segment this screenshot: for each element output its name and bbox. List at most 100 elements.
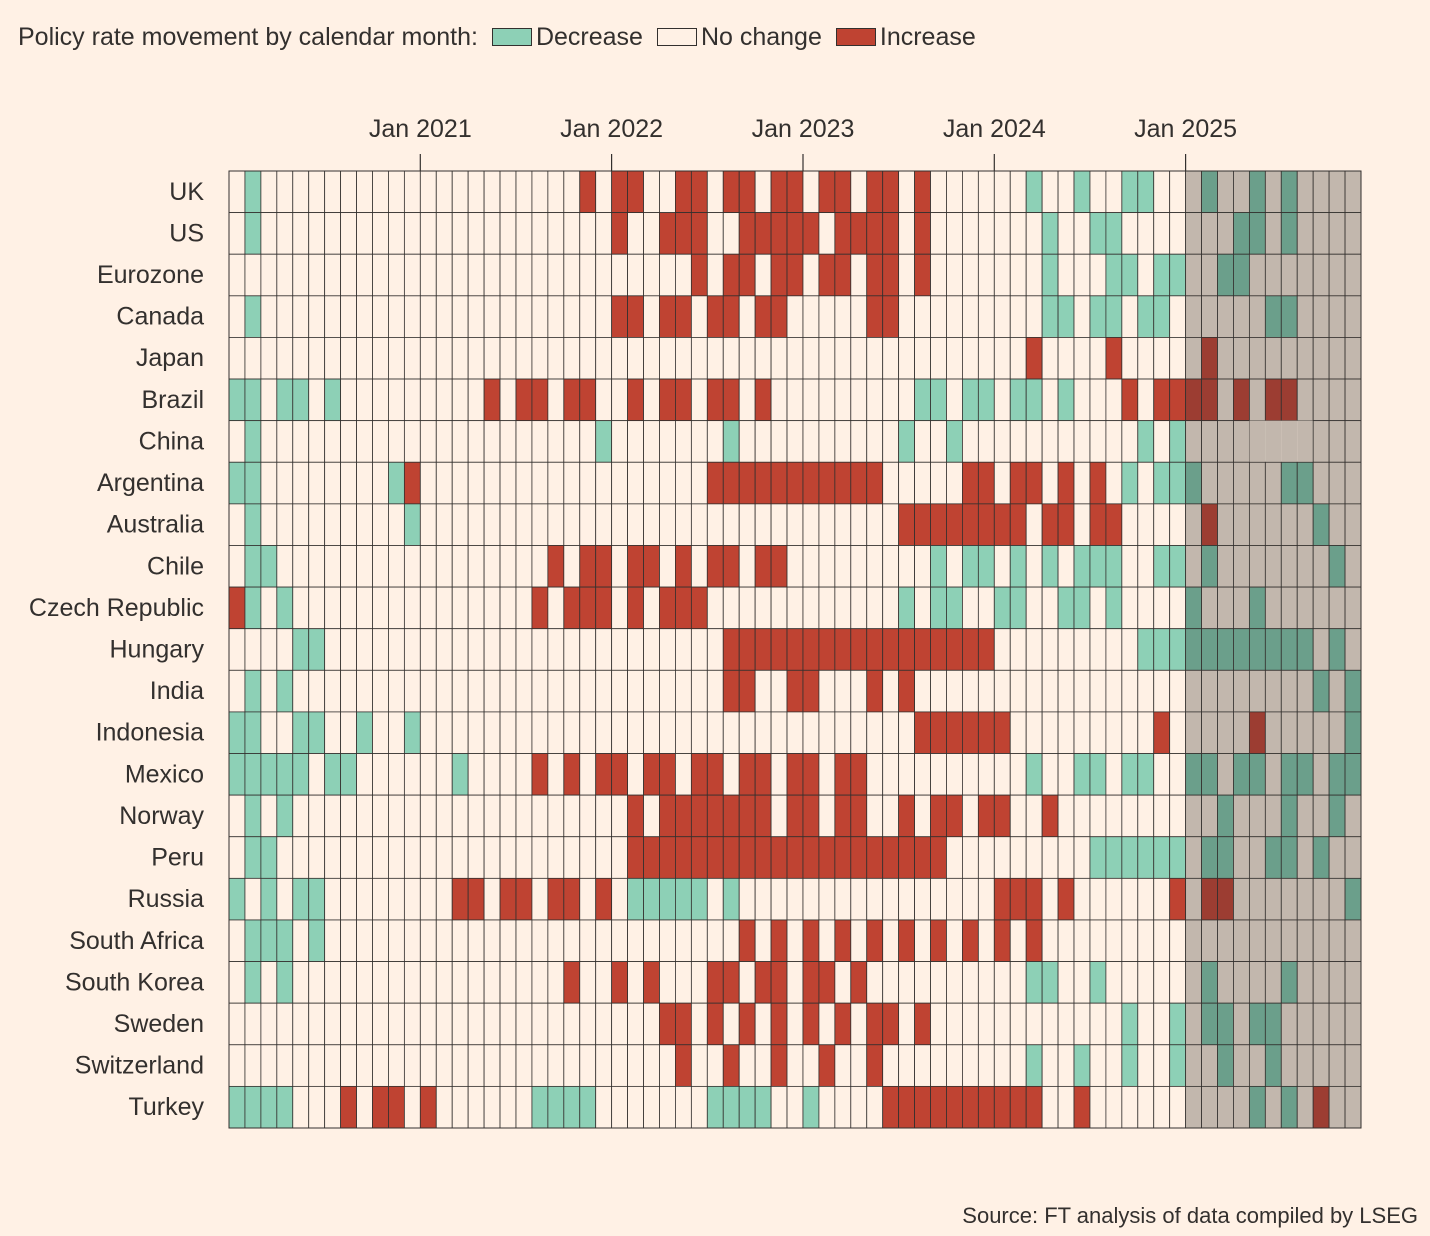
x-tick-label: Jan 2025 (1134, 115, 1237, 143)
cell-no-change (228, 170, 246, 214)
cell-increase (930, 836, 947, 879)
cell-no-change (499, 212, 517, 255)
cell-no-change (643, 253, 660, 297)
cell-decrease (563, 1085, 581, 1129)
cell-no-change (627, 628, 644, 671)
cell-increase (1057, 461, 1075, 505)
cell-no-change (643, 711, 660, 754)
cell-decrease (1248, 1085, 1266, 1129)
cell-increase (675, 836, 692, 879)
cell-increase (866, 628, 884, 671)
cell-no-change (547, 253, 565, 297)
cell-increase (499, 877, 517, 921)
row-label: Eurozone (97, 261, 204, 289)
cell-no-change (483, 919, 501, 962)
cell-no-change (1312, 170, 1330, 214)
cell-no-change (467, 253, 485, 297)
cell-no-change (1121, 212, 1139, 255)
cell-no-change (993, 295, 1011, 338)
cell-no-change (547, 586, 565, 630)
cell-no-change (451, 1085, 469, 1129)
cell-decrease (531, 1085, 549, 1129)
cell-decrease (1217, 794, 1234, 838)
cell-no-change (1153, 337, 1171, 380)
cell-no-change (531, 420, 549, 463)
cell-decrease (1025, 378, 1043, 422)
cell-no-change (1009, 1044, 1027, 1087)
cell-no-change (467, 461, 485, 505)
cell-no-change (1217, 461, 1234, 505)
cell-no-change (419, 836, 437, 879)
cell-no-change (675, 669, 692, 713)
cell-no-change (340, 1002, 357, 1046)
cell-decrease (1073, 170, 1091, 214)
cell-increase (866, 919, 884, 962)
row-label: Indonesia (96, 719, 205, 747)
cell-increase (690, 212, 708, 255)
cell-decrease (1153, 545, 1171, 588)
cell-no-change (579, 669, 597, 713)
cell-no-change (356, 753, 373, 796)
cell-no-change (786, 919, 804, 962)
cell-no-change (866, 586, 884, 630)
cell-no-change (977, 170, 995, 214)
cell-no-change (499, 669, 517, 713)
cell-no-change (977, 586, 995, 630)
cell-no-change (579, 253, 597, 297)
cell-no-change (1201, 295, 1218, 338)
cell-no-change (1121, 1085, 1139, 1129)
cell-no-change (419, 253, 437, 297)
cell-no-change (1344, 1002, 1362, 1046)
cell-no-change (563, 295, 581, 338)
cell-no-change (1328, 420, 1346, 463)
cell-no-change (1121, 877, 1139, 921)
cell-no-change (579, 836, 597, 879)
cell-no-change (706, 628, 724, 671)
cell-no-change (276, 212, 294, 255)
cell-increase (802, 836, 820, 879)
cell-increase (834, 794, 852, 838)
cell-decrease (244, 961, 262, 1004)
cell-increase (1312, 1085, 1330, 1129)
cell-increase (866, 212, 884, 255)
cell-no-change (1137, 212, 1155, 255)
cell-no-change (292, 1044, 310, 1087)
cell-increase (675, 1044, 692, 1087)
cell-increase (850, 212, 868, 255)
cell-decrease (1089, 212, 1107, 255)
cell-no-change (372, 212, 389, 255)
cell-no-change (1344, 212, 1362, 255)
cell-no-change (786, 378, 804, 422)
cell-no-change (882, 919, 900, 962)
cell-no-change (1185, 170, 1202, 214)
cell-no-change (1248, 461, 1266, 505)
cell-no-change (451, 420, 469, 463)
cell-increase (1201, 337, 1218, 380)
cell-no-change (1217, 545, 1234, 588)
cell-no-change (706, 1044, 724, 1087)
cell-no-change (403, 1085, 421, 1129)
cell-increase (850, 461, 868, 505)
cell-no-change (627, 337, 644, 380)
cell-no-change (1201, 711, 1218, 754)
cell-no-change (579, 753, 597, 796)
cell-no-change (898, 378, 915, 422)
cell-increase (834, 1002, 852, 1046)
cell-increase (675, 1002, 692, 1046)
cell-no-change (930, 1044, 947, 1087)
cell-no-change (1312, 961, 1330, 1004)
cell-no-change (914, 961, 931, 1004)
cell-no-change (643, 669, 660, 713)
cell-no-change (595, 794, 613, 838)
cell-increase (993, 503, 1011, 546)
cell-no-change (675, 461, 692, 505)
cell-no-change (962, 1002, 979, 1046)
cell-no-change (1153, 170, 1171, 214)
cell-decrease (276, 378, 294, 422)
cell-no-change (1201, 794, 1218, 838)
cell-no-change (1121, 545, 1139, 588)
cell-no-change (579, 919, 597, 962)
cell-no-change (228, 212, 246, 255)
cell-no-change (1073, 669, 1091, 713)
